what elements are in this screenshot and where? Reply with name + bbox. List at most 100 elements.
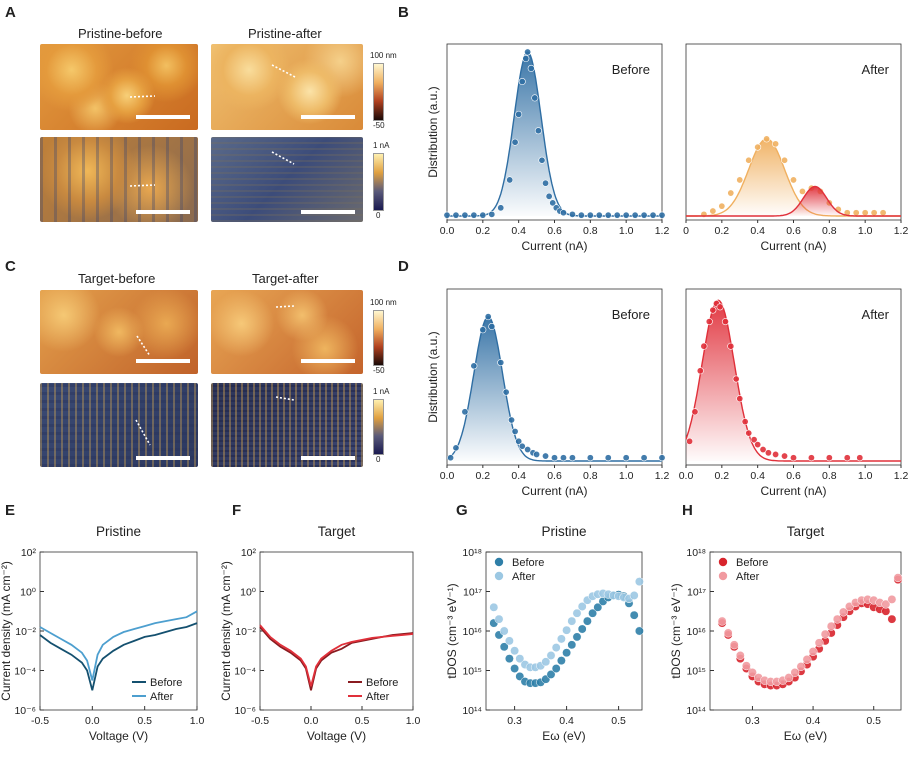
data-point [763,135,771,143]
panel-annotation: After [862,62,890,77]
data-point [494,614,504,624]
colorbar-label-max: 1 nA [373,141,390,150]
data-point [727,342,735,350]
x-tick-label: 1.0 [858,470,873,482]
distribution-fill [447,316,662,461]
data-point [488,210,496,218]
afm-height-target-after [211,290,363,374]
colorbar-label-min: -50 [373,121,385,130]
x-tick-label: 0.0 [440,470,455,482]
data-point [534,127,542,135]
data-point [735,651,745,660]
legend-label: After [150,691,174,703]
data-point [504,636,514,646]
height-colorbar [373,310,384,366]
panel-label-c: C [5,258,16,275]
data-point [622,211,630,219]
data-point [716,303,724,311]
data-point [622,454,630,462]
x-tick-label: 0.5 [355,715,370,727]
afm-current-pristine-before [40,137,198,222]
y-axis-label: Distribution (a.u.) [426,331,440,422]
afm-height-pristine-after [211,44,363,130]
data-point [852,209,860,217]
legend-label: Before [512,557,544,569]
data-point [843,454,851,462]
data-point [577,211,585,219]
legend-marker [494,571,504,581]
x-axis-label: Current (nA) [521,239,587,253]
x-tick-label: 1.0 [858,225,873,237]
scale-bar [301,359,355,363]
x-tick-label: 0.2 [715,470,730,482]
data-point [506,176,514,184]
data-point [556,656,566,666]
data-point [497,204,505,212]
x-axis-label: Current (nA) [521,484,587,498]
data-point [723,628,733,638]
scale-bar [301,456,355,460]
data-point [634,626,644,636]
data-point [510,664,520,673]
legend-marker [718,571,728,581]
chart-title: Pristine [541,524,586,539]
x-tick-label: 0.0 [304,715,319,727]
data-point [640,211,648,219]
data-point [781,452,789,460]
data-point [631,211,639,219]
x-axis-label: Voltage (V) [307,729,366,743]
data-point [546,651,556,660]
data-point [736,176,744,184]
scale-bar [136,359,190,363]
panel-label-e: E [5,502,16,519]
y-tick-label: 10⁻⁶ [14,705,36,717]
data-point [870,209,878,217]
data-point [649,211,657,219]
x-tick-label: 0.3 [745,715,760,727]
legend-label: After [736,571,760,583]
data-point [542,452,550,460]
data-point [754,143,762,151]
x-tick-label: 0.4 [806,715,821,727]
x-tick-label: 0.4 [511,470,526,482]
scale-bar [301,115,355,119]
data-point [861,209,869,217]
data-point [732,375,740,383]
data-point [658,454,666,462]
data-point [504,654,514,664]
data-point [572,608,582,618]
data-point [497,359,505,367]
data-point [510,646,520,656]
data-point [461,211,469,219]
data-point [741,418,749,426]
data-point [507,416,515,424]
data-point [559,454,567,462]
x-tick-label: 0.4 [511,225,526,237]
x-tick-label: 0.8 [583,470,598,482]
afm-title-pristine-after: Pristine-after [248,26,322,41]
data-point [887,614,897,624]
x-tick-label: 0.4 [559,715,574,727]
legend-label: Before [150,677,182,689]
y-tick-label: 10⁻⁴ [14,666,36,678]
panel-label-b: B [398,4,409,21]
data-point [789,454,797,462]
y-tick-label: 10² [21,547,37,559]
x-tick-label: 1.0 [190,715,205,727]
data-point [784,673,794,683]
data-point [826,621,836,631]
data-point [531,94,539,102]
data-point [524,446,532,454]
data-point [893,573,903,583]
data-point [577,602,587,611]
data-point [705,318,713,326]
y-tick-label: 10⁻⁶ [234,705,256,717]
line-profile-marker [136,335,151,357]
data-point [567,640,577,650]
panel-label-h: H [682,502,693,519]
data-point [789,176,797,184]
data-point [515,110,523,118]
data-point [479,211,487,219]
data-point [595,211,603,219]
y-tick-label: 10⁻⁴ [234,666,256,678]
